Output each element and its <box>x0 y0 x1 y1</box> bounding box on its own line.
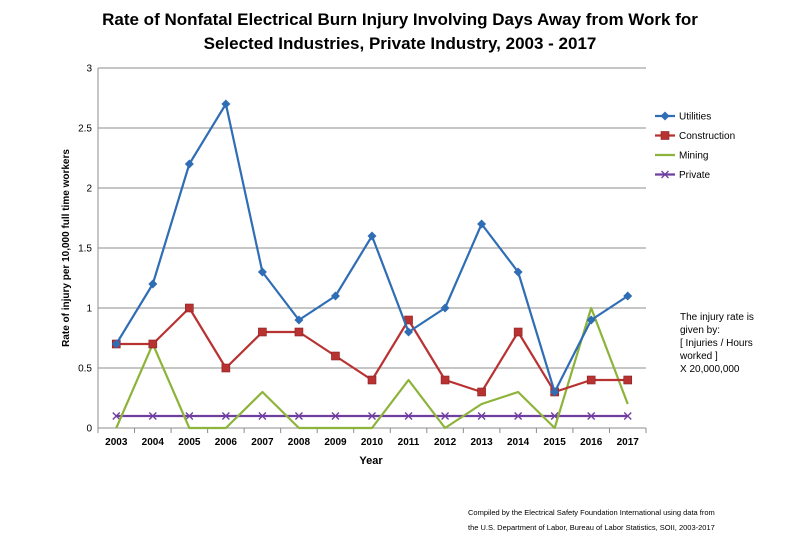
formula-note: The injury rate is given by: [ Injuries … <box>680 311 790 376</box>
note-line: X 20,000,000 <box>680 364 740 375</box>
y-tick-label: 1 <box>86 304 92 315</box>
data-point-diamond <box>294 315 304 325</box>
data-point-diamond <box>586 315 596 325</box>
data-point-diamond <box>513 267 523 277</box>
x-tick-label: 2006 <box>215 437 238 448</box>
x-tick-label: 2013 <box>470 437 493 448</box>
data-point-square <box>660 131 670 140</box>
data-point-x <box>221 412 230 420</box>
legend-item-private: Private <box>655 170 711 181</box>
data-point-square <box>221 363 231 373</box>
x-tick-label: 2012 <box>434 437 457 448</box>
x-tick-label: 2004 <box>142 437 165 448</box>
y-tick-label: 3 <box>86 64 92 75</box>
chart-title-line-2: Selected Industries, Private Industry, 2… <box>203 34 597 53</box>
x-tick-label: 2010 <box>361 437 384 448</box>
data-point-diamond <box>477 219 487 229</box>
legend: Utilities Construction Mining Private <box>655 111 735 181</box>
data-point-x <box>404 412 413 420</box>
source-line: Compiled by the Electrical Safety Founda… <box>468 508 715 517</box>
data-point-x <box>587 412 596 420</box>
x-tick-label: 2009 <box>324 437 347 448</box>
note-line: given by: <box>680 325 721 336</box>
data-point-square <box>513 327 523 337</box>
data-point-diamond <box>440 303 450 313</box>
data-point-x <box>514 412 523 420</box>
note-line: worked ] <box>680 351 718 362</box>
data-point-square <box>586 375 596 385</box>
y-tick-label: 2 <box>86 184 92 195</box>
data-point-diamond <box>184 159 194 169</box>
x-tick-label: 2007 <box>251 437 274 448</box>
series-private <box>112 412 632 420</box>
source-line: the U.S. Department of Labor, Bureau of … <box>468 523 715 532</box>
y-axis-label: Rate of injury per 10,000 full time work… <box>61 149 72 347</box>
data-point-square <box>477 387 486 397</box>
y-tick-label: 2.5 <box>78 124 92 135</box>
chart-title-line-1: Rate of Nonfatal Electrical Burn Injury … <box>102 10 698 29</box>
data-point-square <box>294 327 304 337</box>
data-point-x <box>441 412 450 420</box>
legend-label: Mining <box>679 151 708 162</box>
data-point-square <box>331 351 340 361</box>
data-point-x <box>294 412 303 420</box>
note-line: [ Injuries / Hours <box>680 338 753 349</box>
data-point-diamond <box>111 339 121 349</box>
series-line-mining <box>115 306 629 430</box>
data-point-x <box>623 412 632 420</box>
data-point-x <box>185 412 194 420</box>
x-tick-label: 2011 <box>398 437 420 448</box>
data-point-square <box>148 339 158 349</box>
data-point-diamond <box>404 327 414 337</box>
x-tick-label: 2005 <box>178 437 201 448</box>
data-point-square <box>440 375 450 385</box>
gridlines <box>98 67 646 369</box>
series-utilities <box>111 99 633 397</box>
data-point-x <box>112 412 121 420</box>
data-point-diamond <box>660 111 670 121</box>
data-point-diamond <box>330 291 340 301</box>
data-point-x <box>477 412 486 420</box>
data-point-square <box>367 375 377 385</box>
x-tick-label: 2014 <box>507 437 530 448</box>
data-point-diamond <box>367 231 377 241</box>
data-point-x <box>368 412 376 420</box>
x-tick-label: 2016 <box>580 437 603 448</box>
series-mining <box>115 306 629 430</box>
data-point-x <box>331 412 340 420</box>
legend-item-construction: Construction <box>655 131 735 142</box>
data-point-square <box>185 303 194 313</box>
data-point-diamond <box>550 387 560 397</box>
legend-item-utilities: Utilities <box>655 111 711 123</box>
x-tick-label: 2015 <box>544 437 567 448</box>
data-point-square <box>623 375 633 385</box>
tick-labels: 0 0.5 1 1.5 2 2.5 3 2003 2004 2005 2006 2007 2008 200… <box>78 64 639 449</box>
series-construction <box>111 303 633 397</box>
x-tick-label: 2008 <box>288 437 311 448</box>
data-point-x <box>148 412 157 420</box>
data-point-x <box>661 170 669 179</box>
chart-title: Rate of Nonfatal Electrical Burn Injury … <box>0 8 800 56</box>
data-point-diamond <box>148 279 158 289</box>
legend-label: Private <box>679 170 711 181</box>
data-point-diamond <box>623 291 633 301</box>
legend-item-mining: Mining <box>655 151 708 162</box>
x-tick-label: 2017 <box>617 437 640 448</box>
series-layer <box>111 99 633 430</box>
y-tick-label: 1.5 <box>78 244 92 255</box>
data-point-diamond <box>221 99 231 109</box>
x-tick-label: 2003 <box>105 437 128 448</box>
y-tick-label: 0 <box>86 424 92 435</box>
data-point-square <box>258 327 267 337</box>
legend-label: Construction <box>679 131 735 142</box>
data-point-diamond <box>257 267 267 277</box>
y-tick-label: 0.5 <box>78 364 92 375</box>
source-note: Compiled by the Electrical Safety Founda… <box>468 505 715 535</box>
note-line: The injury rate is <box>680 312 754 323</box>
x-axis-label: Year <box>359 455 383 467</box>
legend-label: Utilities <box>679 112 711 123</box>
data-point-x <box>258 412 267 420</box>
